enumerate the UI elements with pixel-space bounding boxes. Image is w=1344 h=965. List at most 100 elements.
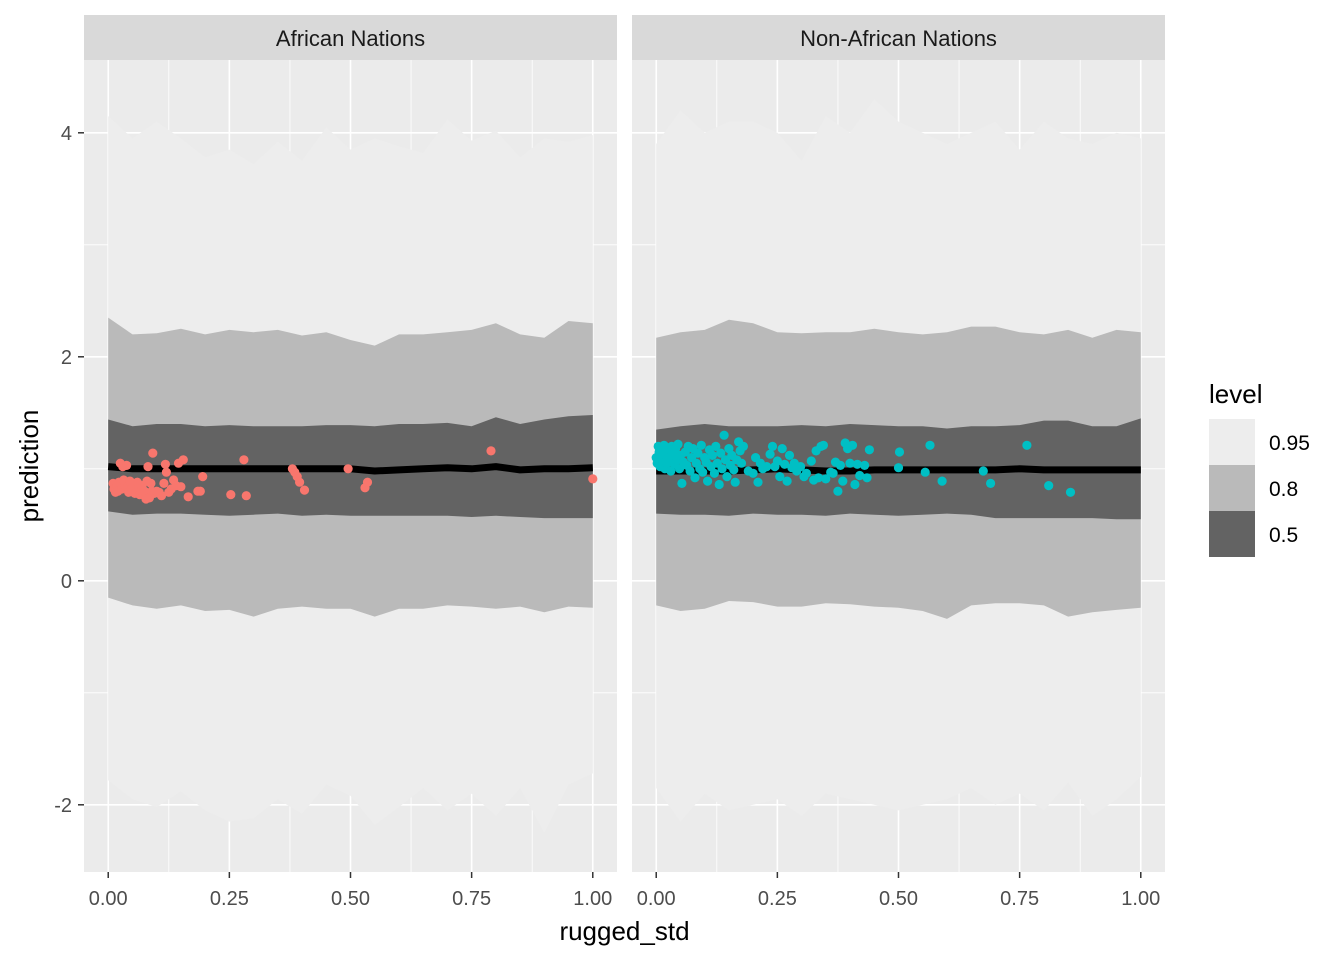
data-point <box>709 468 720 478</box>
data-point <box>714 479 724 490</box>
data-point <box>160 459 170 469</box>
x-tick-label: 1.00 <box>1121 888 1160 910</box>
strip-background <box>632 15 1165 60</box>
data-point <box>711 441 721 451</box>
data-point <box>698 467 708 477</box>
legend-key-swatch <box>1209 465 1255 511</box>
data-point <box>122 460 132 470</box>
y-axis-title: prediction <box>14 410 44 523</box>
data-point <box>295 477 305 487</box>
x-tick-label: 0.00 <box>637 888 676 910</box>
data-point <box>198 472 208 482</box>
data-point <box>775 472 785 482</box>
data-point <box>838 476 848 486</box>
y-tick-label: -2 <box>54 795 72 817</box>
data-point <box>176 482 186 492</box>
data-point <box>862 473 872 483</box>
data-point <box>806 456 816 466</box>
data-point <box>845 458 855 468</box>
legend-title: level <box>1209 379 1262 409</box>
data-point <box>146 478 156 488</box>
data-point <box>860 460 870 470</box>
y-tick-label: 2 <box>61 347 72 369</box>
data-point <box>343 464 353 474</box>
data-point <box>772 456 783 466</box>
data-point <box>818 440 829 450</box>
x-tick-label: 0.75 <box>452 888 491 910</box>
data-point <box>148 448 158 458</box>
x-tick-label: 0.25 <box>210 888 249 910</box>
data-point <box>178 455 188 465</box>
data-point <box>894 447 905 457</box>
panel-1: Non-African Nations <box>632 15 1165 872</box>
data-point <box>852 459 862 469</box>
data-point <box>850 479 860 490</box>
x-tick-label: 0.75 <box>1000 888 1039 910</box>
data-point <box>690 473 700 483</box>
data-point <box>835 460 846 470</box>
data-point <box>161 467 171 477</box>
data-point <box>195 486 205 496</box>
data-point <box>685 466 695 476</box>
legend-key-label: 0.5 <box>1269 524 1298 547</box>
legend-key-swatch <box>1209 419 1255 465</box>
data-point <box>784 450 795 460</box>
legend-key-label: 0.95 <box>1269 432 1310 455</box>
data-point <box>299 485 310 495</box>
data-point <box>666 466 676 476</box>
data-point <box>762 462 772 472</box>
data-point <box>920 467 930 477</box>
data-point <box>767 441 778 451</box>
data-point <box>864 445 875 455</box>
strip-label: African Nations <box>276 26 425 51</box>
data-point <box>729 465 739 475</box>
x-tick-label: 0.00 <box>89 888 128 910</box>
data-point <box>156 491 167 501</box>
data-point <box>833 486 843 496</box>
data-point <box>143 462 153 472</box>
data-point <box>1022 440 1032 450</box>
data-point <box>693 448 703 458</box>
data-point <box>717 464 727 474</box>
data-point <box>765 449 775 459</box>
data-point <box>796 462 806 472</box>
legend-key-swatch <box>1209 511 1255 557</box>
legend-key-label: 0.8 <box>1269 478 1298 501</box>
data-point <box>362 477 373 487</box>
data-point <box>1065 487 1076 497</box>
x-tick-label: 0.50 <box>331 888 370 910</box>
data-point <box>986 478 996 488</box>
x-axis-title: rugged_std <box>559 916 689 946</box>
data-point <box>159 478 169 488</box>
data-point <box>703 476 713 486</box>
data-point <box>716 448 726 458</box>
data-point <box>753 477 763 487</box>
data-point <box>674 464 685 474</box>
x-axes: 0.00 0.25 0.50 0.75 1.00 0.00 0.25 0.50 0.75 1.00 <box>89 872 1160 910</box>
data-point <box>736 458 747 468</box>
y-tick-label: 0 <box>61 571 72 593</box>
legend-keys: 0.95 0.8 0.5 <box>1209 419 1310 557</box>
data-point <box>813 473 824 483</box>
data-point <box>738 441 749 451</box>
y-axis: -2 0 2 4 <box>54 123 84 817</box>
data-point <box>707 450 718 460</box>
panels-layer: African Nations Non-African Nations <box>84 15 1165 872</box>
data-point <box>588 474 598 484</box>
data-point <box>1044 481 1054 491</box>
data-point <box>140 486 150 496</box>
data-point <box>828 468 838 478</box>
panel-0: African Nations <box>84 15 617 872</box>
legend: level 0.95 0.8 0.5 <box>1209 379 1310 557</box>
data-point <box>748 468 758 478</box>
data-point <box>722 472 732 482</box>
data-point <box>801 468 812 478</box>
strip-background <box>84 15 617 60</box>
data-point <box>673 439 683 449</box>
data-point <box>782 476 792 486</box>
data-point <box>780 459 790 469</box>
strip-label: Non-African Nations <box>800 26 997 51</box>
data-point <box>730 477 740 487</box>
